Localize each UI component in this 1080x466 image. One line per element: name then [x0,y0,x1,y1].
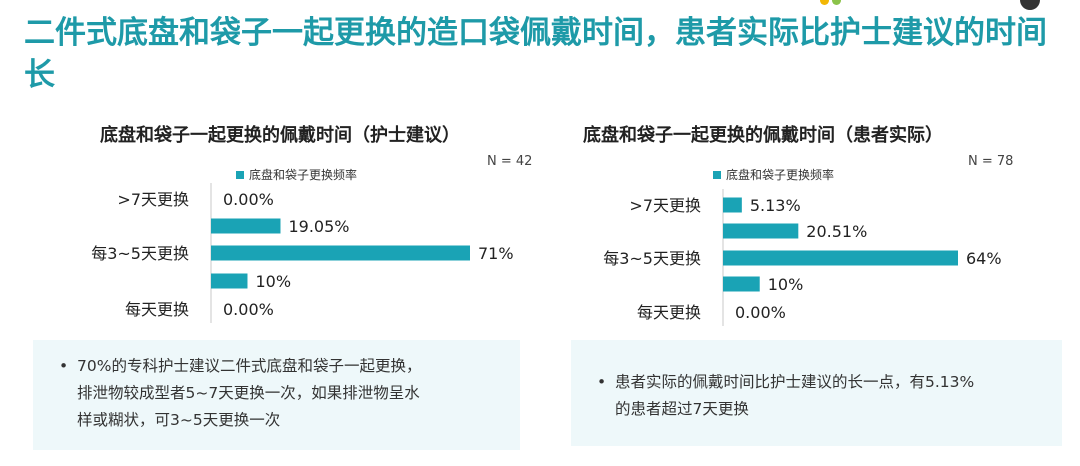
legend-label: 底盘和袋子更换频率 [249,168,358,182]
data-label: 71% [478,244,514,263]
note-line: 的患者超过7天更换 [615,400,749,418]
bullet: • [597,373,607,391]
category-label: >7天更换 [117,190,189,209]
data-label: 64% [966,249,1002,268]
page-title: 二件式底盘和袋子一起更换的造口袋佩戴时间，患者实际比护士建议的时间长 [24,15,1047,93]
data-label: 0.00% [223,300,274,319]
note-box-patient: • 患者实际的佩戴时间比护士建议的长一点，有5.13% 的患者超过7天更换 [571,340,1062,446]
chart-title-patient: 底盘和袋子一起更换的佩戴时间（患者实际） [583,125,943,146]
bar-chart-patient: 5.13% >7天更换 20.51% 64% 每3~5天更换 10% 0.00% 每天更换 [603,189,1002,326]
bar [211,273,248,289]
category-label: 每天更换 [637,303,701,322]
bar [723,250,958,266]
category-label: >7天更换 [629,196,701,215]
category-label: 每天更换 [125,300,189,319]
data-label: 10% [768,275,804,294]
bar [211,218,281,234]
note-line: 样或糊状，可3~5天更换一次 [77,411,281,429]
legend-nurse: 底盘和袋子更换频率 [236,166,357,183]
bar [723,197,742,213]
note-line: 患者实际的佩戴时间比护士建议的长一点，有5.13% [615,373,975,391]
legend-swatch [713,170,721,179]
data-label: 0.00% [223,190,274,209]
bar [723,276,760,292]
bar [723,223,799,239]
logo-dot-icon [832,0,841,5]
data-label: 20.51% [806,222,867,241]
legend-patient: 底盘和袋子更换频率 [713,166,834,183]
bar-chart-nurse: 0.00% >7天更换 19.05% 71% 每3~5天更换 10% 0.00% 每天更换 [91,183,514,323]
data-label: 19.05% [288,217,349,236]
note-box-nurse: • 70%的专科护士建议二件式底盘和袋子一起更换， 排泄物较成型者5~7天更换一… [33,340,520,450]
note-line: 排泄物较成型者5~7天更换一次，如果排泄物呈水 [77,384,420,402]
data-label: 5.13% [750,196,801,215]
brand-logo [820,0,1040,10]
logo-mark-icon [1020,0,1040,10]
bullet: • [59,357,69,375]
sample-size-patient: N = 78 [968,154,1014,169]
logo-dot-icon [820,0,829,5]
category-label: 每3~5天更换 [603,249,701,268]
sample-size-nurse: N = 42 [487,154,533,169]
data-label: 10% [255,272,291,291]
bar [211,245,470,261]
note-line: 70%的专科护士建议二件式底盘和袋子一起更换， [77,357,422,375]
category-label: 每3~5天更换 [91,244,189,263]
data-label: 0.00% [735,303,786,322]
chart-title-nurse: 底盘和袋子一起更换的佩戴时间（护士建议） [100,125,460,146]
legend-label: 底盘和袋子更换频率 [726,168,835,182]
legend-swatch [236,170,244,179]
